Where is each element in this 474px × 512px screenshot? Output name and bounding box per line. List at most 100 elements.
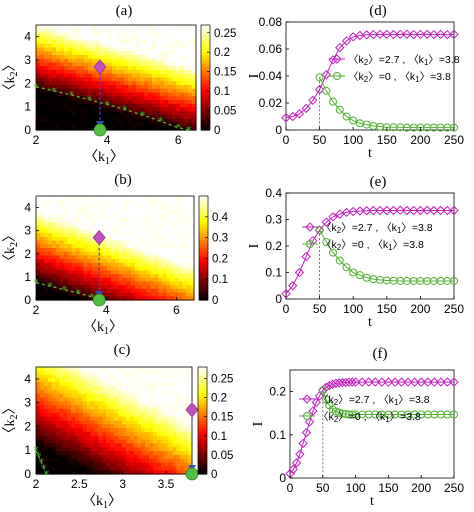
heatmap-cell: [36, 266, 41, 271]
heatmap-cell: [52, 25, 57, 30]
heatmap-cell: [126, 225, 132, 231]
heatmap-cell: [43, 409, 49, 414]
heatmap-cell: [174, 288, 179, 294]
heatmap-cell: [55, 281, 61, 286]
heatmap-cell: [132, 122, 137, 127]
heatmap-cell: [71, 296, 77, 301]
heatmap-cell: [118, 285, 124, 290]
colorbar-segment: [199, 234, 208, 237]
heatmap-cell: [190, 270, 195, 275]
heatmap-cell: [140, 122, 145, 127]
heatmap-cell: [146, 225, 152, 231]
heatmap-cell: [188, 88, 193, 94]
heatmap-cell: [174, 207, 179, 212]
heatmap-cell: [92, 25, 97, 30]
heatmap-cell: [63, 248, 69, 253]
heatmap-cell: [80, 126, 85, 131]
heatmap-cell: [51, 207, 57, 212]
heatmap-cell: [87, 266, 92, 271]
heatmap-cell: [120, 70, 125, 75]
heatmap-cell: [51, 244, 57, 249]
heatmap-cell: [55, 203, 61, 208]
heatmap-cell: [168, 378, 174, 383]
heatmap-cell: [67, 210, 73, 216]
heatmap-cell: [156, 374, 162, 380]
heatmap-cell: [82, 412, 88, 418]
heatmap-cell: [117, 378, 123, 383]
heatmap-cell: [136, 58, 141, 64]
heatmap-cell: [168, 47, 173, 52]
heatmap-cell: [79, 274, 84, 279]
heatmap-cell: [78, 462, 84, 467]
heatmap-cell: [126, 203, 132, 208]
heatmap-cell: [148, 77, 153, 82]
heatmap-cell: [170, 266, 175, 271]
heatmap-cell: [145, 401, 150, 406]
heatmap-cell: [86, 470, 92, 475]
heatmap-cell: [121, 420, 127, 425]
data-point-diamond: [321, 69, 332, 80]
heatmap-cell: [90, 466, 96, 471]
heatmap-cell: [87, 233, 92, 238]
heatmap-cell: [43, 281, 49, 286]
colorbar-segment: [201, 72, 210, 75]
heatmap-cell: [145, 370, 150, 376]
heatmap-cell: [78, 443, 84, 448]
heatmap-cell: [100, 47, 105, 52]
heatmap-cell: [51, 462, 57, 467]
heatmap-cell: [144, 85, 149, 90]
heatmap-cell: [98, 416, 103, 422]
data-point-diamond: [298, 438, 308, 449]
heatmap-cell: [190, 214, 195, 219]
heatmap-cell: [150, 229, 156, 234]
heatmap-cell: [137, 370, 142, 376]
heatmap-cell: [184, 85, 189, 90]
heatmap-cell: [148, 115, 153, 120]
heatmap-cell: [125, 428, 131, 433]
heatmap-cell: [80, 96, 85, 101]
heatmap-cell: [100, 51, 105, 56]
heatmap-cell: [36, 77, 41, 82]
heatmap-cell: [79, 214, 84, 219]
heatmap-cell: [168, 428, 174, 433]
heatmap-cell: [158, 288, 163, 294]
heatmap-cell: [94, 420, 99, 425]
heatmap-cell: [98, 374, 103, 380]
heatmap-cell: [153, 412, 158, 418]
heatmap-cell: [91, 262, 96, 268]
heatmap-cell: [126, 233, 132, 238]
heatmap-cell: [148, 66, 153, 71]
heatmap-cell: [86, 454, 92, 460]
heatmap-cell: [166, 236, 171, 242]
heatmap-cell: [87, 214, 92, 219]
heatmap-cell: [148, 43, 153, 49]
heatmap-cell: [125, 367, 131, 372]
colorbar-segment: [198, 406, 207, 409]
heatmap-cell: [102, 397, 107, 402]
data-point-diamond: [435, 205, 446, 216]
heatmap-cell: [68, 25, 73, 30]
heatmap-cell: [156, 439, 162, 445]
colorbar-segment: [201, 74, 210, 77]
colorbar-segment: [199, 296, 208, 299]
heatmap-cell: [104, 96, 109, 101]
heatmap-cell: [172, 367, 177, 372]
heatmap-cell: [186, 225, 191, 231]
heatmap-cell: [71, 225, 77, 231]
heatmap-cell: [174, 203, 179, 208]
heatmap-cell: [145, 416, 150, 422]
heatmap-cell: [55, 196, 61, 201]
colorbar-segment: [201, 39, 210, 42]
heatmap-cell: [117, 439, 123, 445]
heatmap-cell: [102, 435, 107, 441]
heatmap-cell: [132, 115, 137, 120]
heatmap-cell: [124, 122, 129, 127]
heatmap-cell: [116, 58, 121, 64]
heatmap-cell: [67, 240, 73, 245]
heatmap-cell: [168, 462, 174, 467]
heatmap-cell: [75, 259, 81, 264]
heatmap-cell: [47, 296, 53, 301]
heatmap-cell: [102, 470, 107, 475]
heatmap-cell: [184, 58, 189, 64]
